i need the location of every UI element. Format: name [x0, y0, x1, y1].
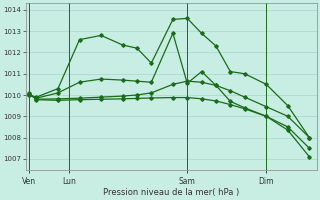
X-axis label: Pression niveau de la mer( hPa ): Pression niveau de la mer( hPa ) — [103, 188, 239, 197]
